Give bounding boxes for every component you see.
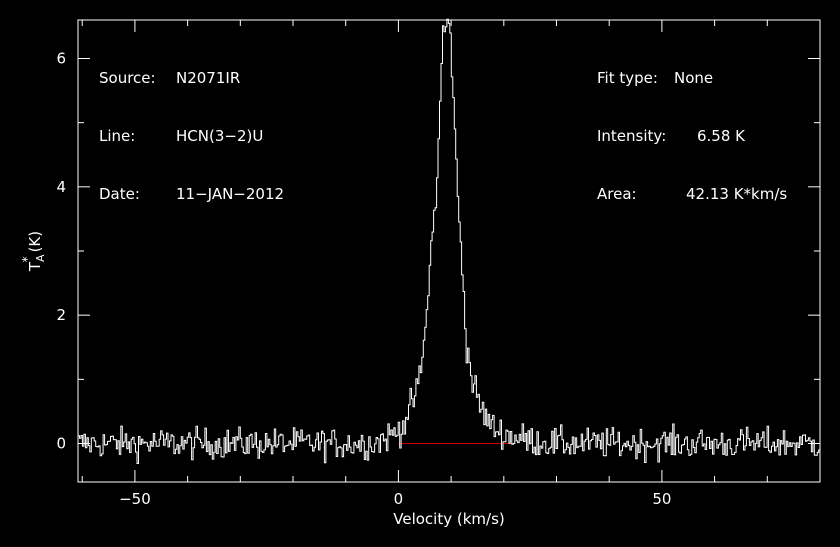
source-value: N2071IR bbox=[176, 69, 241, 87]
y-label-main: T bbox=[26, 261, 44, 272]
fit-type-label: Fit type: bbox=[597, 69, 658, 87]
y-tick-label: 2 bbox=[56, 306, 66, 324]
y-label-sup: * bbox=[20, 256, 34, 262]
y-tick-label: 0 bbox=[56, 435, 66, 453]
area-value: 42.13 K*km/s bbox=[686, 185, 788, 203]
y-axis-label: TA* (K) bbox=[20, 231, 47, 272]
x-tick-label: 50 bbox=[652, 490, 671, 508]
area-label: Area: bbox=[597, 185, 637, 203]
tick-labels: −50 0 50 0 2 4 6 bbox=[56, 50, 671, 509]
y-label-unit: (K) bbox=[26, 231, 44, 253]
source-label: Source: bbox=[99, 69, 156, 87]
y-tick-label: 6 bbox=[56, 50, 66, 68]
x-axis-label: Velocity (km/s) bbox=[393, 510, 504, 528]
axis-ticks bbox=[78, 20, 821, 482]
info-left-values: N2071IR HCN(3−2)U 11−JAN−2012 bbox=[176, 36, 284, 220]
spectrum-series bbox=[78, 18, 820, 464]
svg-text:TA*(K): TA* (K) bbox=[20, 231, 47, 272]
y-tick-label: 4 bbox=[56, 178, 66, 196]
info-right-values: None 6.58 K 42.13 K*km/s bbox=[674, 36, 787, 220]
intensity-value: 6.58 K bbox=[697, 127, 746, 145]
line-label: Line: bbox=[99, 127, 136, 145]
intensity-label: Intensity: bbox=[597, 127, 667, 145]
date-label: Date: bbox=[99, 185, 140, 203]
x-tick-label: 0 bbox=[394, 490, 404, 508]
date-value: 11−JAN−2012 bbox=[176, 185, 285, 203]
info-right-labels: Fit type: Intensity: Area: bbox=[597, 36, 666, 220]
y-label-sub: A bbox=[34, 254, 47, 262]
fit-type-value: None bbox=[674, 69, 714, 87]
info-left-labels: Source: Line: Date: bbox=[99, 36, 156, 220]
line-value: HCN(3−2)U bbox=[176, 127, 264, 145]
x-tick-label: −50 bbox=[119, 490, 151, 508]
